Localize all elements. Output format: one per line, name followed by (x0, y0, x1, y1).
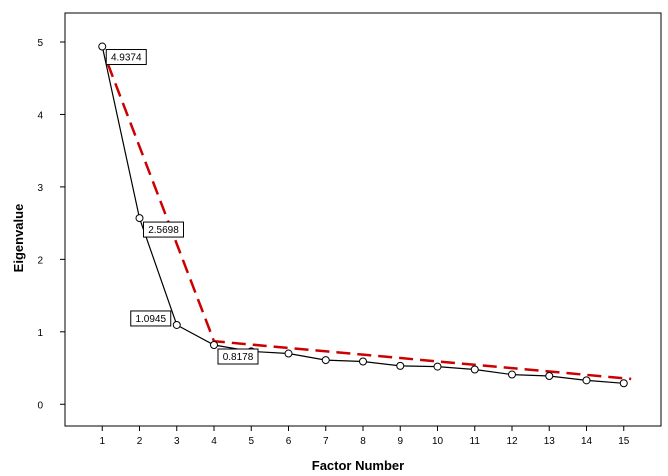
data-label: 2.5698 (143, 221, 184, 238)
data-point (508, 370, 516, 379)
y-axis-title: Eigenvalue (11, 204, 26, 273)
x-tick-label: 7 (323, 436, 329, 447)
data-label: 1.0945 (130, 310, 172, 327)
x-tick-label: 4 (211, 436, 217, 447)
data-label-text: 4.9374 (111, 53, 142, 64)
x-tick-label: 12 (506, 436, 518, 447)
data-label: 4.9374 (105, 49, 147, 66)
y-axis: 0 1 2 3 4 5 (37, 38, 65, 411)
x-tick-label: 1 (99, 436, 105, 447)
y-tick-label: 4 (37, 110, 43, 121)
data-label-text: 0.8178 (223, 352, 254, 363)
x-axis: 1 2 3 4 5 6 7 8 9 10 11 12 13 14 15 (99, 426, 630, 447)
data-label-box (105, 49, 147, 66)
x-tick-label: 11 (470, 436, 481, 447)
data-point (284, 349, 293, 358)
data-point (470, 365, 479, 374)
plot-area (64, 12, 662, 427)
data-label-text: 1.0945 (135, 314, 166, 325)
data-label-box (217, 348, 259, 365)
data-label-box (130, 310, 172, 327)
data-label: 0.8178 (217, 348, 259, 365)
data-point (619, 379, 628, 388)
x-tick-label: 9 (397, 436, 403, 447)
data-label-text: 2.5698 (148, 225, 179, 236)
data-point (396, 361, 405, 370)
data-point (98, 42, 107, 51)
data-labels: 4.9374 2.5698 1.0945 0.8178 (105, 49, 259, 365)
data-point (582, 376, 591, 385)
y-tick-label: 2 (37, 255, 43, 266)
data-point (210, 341, 218, 350)
x-tick-label: 6 (286, 436, 292, 447)
x-axis-title: Factor Number (312, 458, 404, 473)
data-point (433, 362, 442, 371)
x-tick-label: 8 (360, 436, 366, 447)
data-point (359, 357, 367, 366)
data-point (172, 320, 181, 329)
x-tick-label: 15 (618, 436, 630, 447)
data-point (545, 372, 554, 381)
x-tick-label: 10 (432, 436, 444, 447)
x-tick-label: 14 (581, 436, 593, 447)
y-tick-label: 3 (37, 183, 43, 194)
y-tick-label: 5 (37, 38, 43, 49)
x-tick-label: 5 (248, 436, 254, 447)
data-point (321, 356, 330, 365)
x-tick-label: 2 (137, 436, 143, 447)
data-label-box (143, 221, 184, 238)
data-markers (98, 42, 628, 388)
data-point (135, 214, 144, 223)
x-tick-label: 13 (544, 436, 556, 447)
y-tick-label: 1 (37, 328, 43, 339)
y-tick-label: 0 (37, 400, 43, 411)
x-tick-label: 3 (174, 436, 180, 447)
